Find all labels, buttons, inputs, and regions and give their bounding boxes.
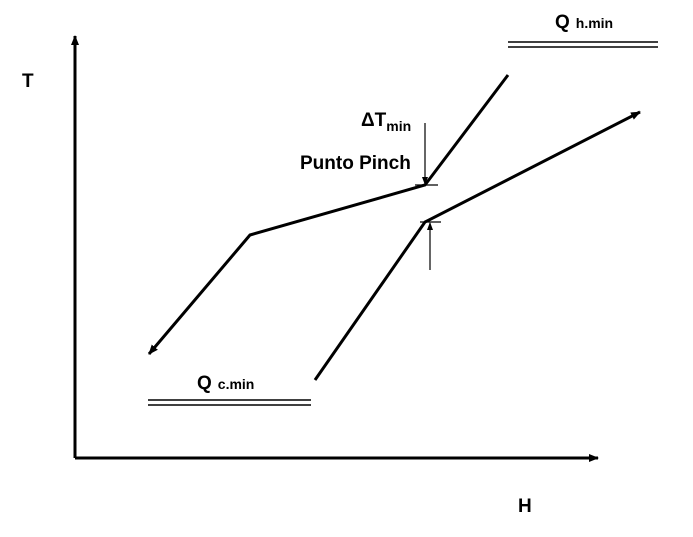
hot-composite-curve [147, 74, 510, 355]
label-subscript: h.min [576, 15, 613, 31]
label-symbol: ΔT [361, 110, 387, 131]
label-subscript: min [386, 118, 411, 134]
label-subscript: c.min [218, 376, 255, 392]
delta-t-label: ΔTmin [361, 110, 411, 134]
label-symbol: Q [197, 373, 212, 394]
y-axis-label: T [22, 71, 34, 92]
label-symbol: Q [555, 12, 570, 33]
x-axis-label: H [518, 496, 532, 517]
pinch-label: Punto Pinch [300, 153, 411, 174]
